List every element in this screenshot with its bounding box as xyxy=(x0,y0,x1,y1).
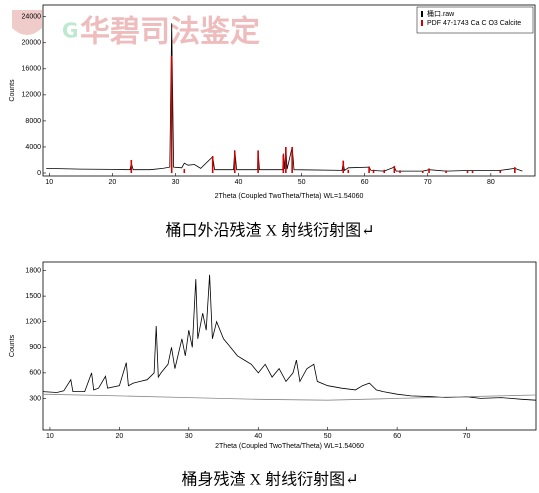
legend-box xyxy=(416,6,534,34)
plot-frame xyxy=(42,261,537,431)
plot-frame xyxy=(42,4,536,177)
x-tick-label: 20 xyxy=(108,179,116,186)
y-tick-label: 900 xyxy=(29,344,41,351)
pattern-line xyxy=(42,274,537,401)
x-axis-label: 2Theta (Coupled TwoTheta/Theta) WL=1.540… xyxy=(215,193,364,200)
y-tick-label: 20000 xyxy=(22,40,42,47)
x-tick-label: 70 xyxy=(424,179,432,186)
x-tick-label: 10 xyxy=(46,433,54,440)
y-tick-label: 600 xyxy=(29,370,41,377)
y-tick-label: 8000 xyxy=(25,118,41,125)
y-tick-label: 1800 xyxy=(25,267,41,274)
logo: G xyxy=(12,10,78,43)
y-tick-label: 1500 xyxy=(25,293,41,300)
x-tick-label: 30 xyxy=(185,433,193,440)
x-tick-label: 50 xyxy=(324,433,332,440)
caption: 桶口外沿残渣 X 射线衍射图↵ xyxy=(166,222,375,240)
x-tick-label: 70 xyxy=(463,433,471,440)
y-tick-label: 16000 xyxy=(22,66,42,73)
y-tick-label: 4000 xyxy=(25,144,41,151)
watermark: 华碧司法鉴定 xyxy=(80,15,260,50)
x-tick-label: 60 xyxy=(361,179,369,186)
x-tick-label: 20 xyxy=(115,433,123,440)
x-tick-label: 50 xyxy=(298,179,306,186)
x-tick-label: 80 xyxy=(487,179,495,186)
x-axis-label: 2Theta (Coupled TwoTheta/Theta) WL=1.540… xyxy=(215,443,364,450)
x-tick-label: 30 xyxy=(172,179,180,186)
svg-text:G: G xyxy=(62,19,78,43)
x-tick-label: 40 xyxy=(235,179,243,186)
y-tick-label: 0 xyxy=(37,170,41,177)
legend-swatch xyxy=(421,11,423,17)
y-tick-label: 24000 xyxy=(22,14,42,21)
legend-label: PDF 47-1743 Ca C O3 Calcite xyxy=(427,20,521,27)
x-tick-label: 10 xyxy=(45,179,53,186)
x-tick-label: 60 xyxy=(393,433,401,440)
y-axis-label: Counts xyxy=(9,79,16,102)
y-axis-label: Counts xyxy=(9,334,16,357)
pattern-line xyxy=(42,393,537,401)
y-tick-label: 300 xyxy=(29,395,41,402)
y-tick-label: 12000 xyxy=(22,92,42,99)
x-tick-label: 40 xyxy=(254,433,262,440)
y-tick-label: 1200 xyxy=(25,319,41,326)
caption: 桶身残渣 X 射线衍射图↵ xyxy=(182,471,359,488)
legend-swatch xyxy=(421,20,423,26)
legend-label: 桶口.raw xyxy=(427,9,455,18)
